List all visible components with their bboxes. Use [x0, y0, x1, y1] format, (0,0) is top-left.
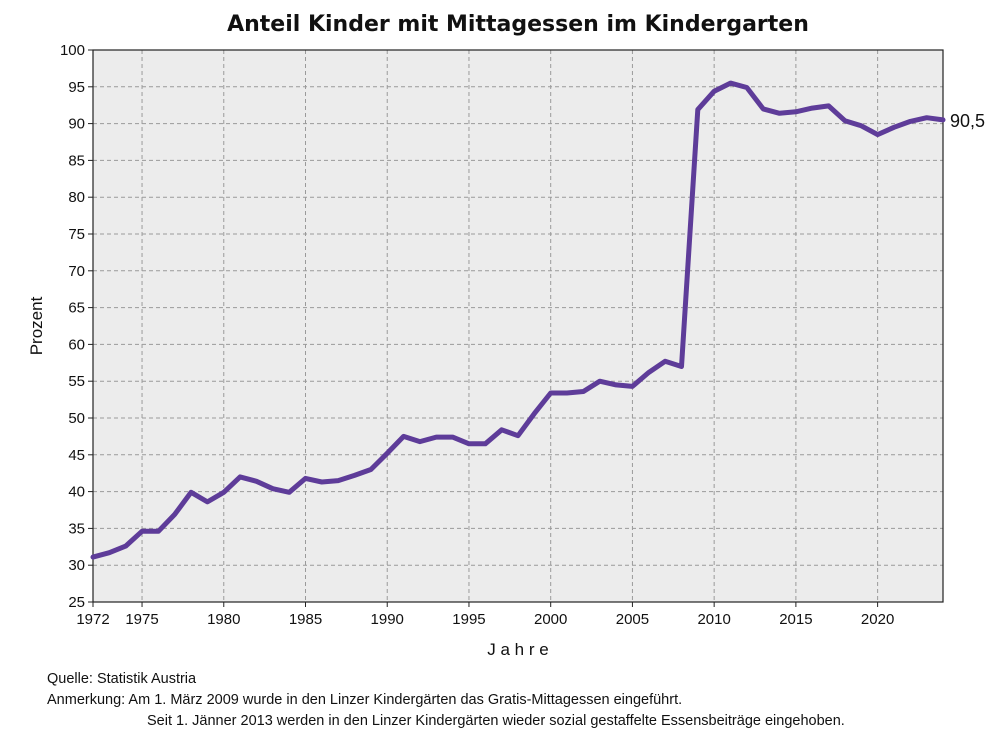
y-tick-label: 30: [68, 557, 85, 574]
y-tick-label: 60: [68, 336, 85, 353]
x-tick-label: 1995: [452, 611, 485, 628]
y-tick-label: 80: [68, 189, 85, 206]
footer-notes: Quelle: Statistik Austria Anmerkung: Am …: [47, 669, 845, 732]
end-value-label: 90,5: [950, 111, 985, 131]
series-line: [90, 80, 946, 560]
x-tick-label: 2000: [534, 611, 567, 628]
y-tick-label: 70: [68, 263, 85, 280]
x-tick-label: 2015: [779, 611, 812, 628]
x-tick-label: 1975: [125, 611, 158, 628]
y-tick-label: 65: [68, 300, 85, 317]
x-tick-label: 2010: [697, 611, 730, 628]
y-tick-label: 95: [68, 79, 85, 96]
y-tick-label: 100: [60, 42, 85, 59]
x-tick-label: 1985: [289, 611, 322, 628]
plot-frame: [92, 49, 944, 603]
y-tick-label: 40: [68, 484, 85, 501]
y-tick-label: 55: [68, 373, 85, 390]
y-tick-label: 50: [68, 410, 85, 427]
y-tick-label: 25: [68, 594, 85, 611]
x-tick-label: 2005: [616, 611, 649, 628]
x-tick-label: 1990: [371, 611, 404, 628]
x-tick-label: 1980: [207, 611, 240, 628]
annotation-label: Anmerkung:: [47, 692, 126, 708]
y-tick-label: 75: [68, 226, 85, 243]
y-tick-label: 45: [68, 447, 85, 464]
chart-title: Anteil Kinder mit Mittagessen im Kinderg…: [227, 12, 809, 37]
axis-ticks: 25 30 35 40 45 50 55 60 65 70 75 80 85 90 95 100 1972 197…: [60, 42, 894, 628]
y-tick-label: 85: [68, 152, 85, 169]
x-axis-label: J a h r e: [487, 640, 548, 659]
x-tick-label: 1972: [76, 611, 109, 628]
y-axis-label: Prozent: [27, 296, 46, 355]
series-layer: [90, 80, 946, 560]
annotation-note: Anmerkung: Am 1. März 2009 wurde in den …: [47, 690, 845, 711]
source-note: Quelle: Statistik Austria: [47, 671, 197, 687]
plot-area: [93, 50, 943, 602]
grid: [93, 50, 943, 602]
annotation-line-2: Seit 1. Jänner 2013 werden in den Linzer…: [147, 713, 845, 729]
y-tick-label: 35: [68, 520, 85, 537]
annotation-line-1: Am 1. März 2009 wurde in den Linzer Kind…: [128, 692, 683, 708]
y-tick-label: 90: [68, 116, 85, 133]
x-tick-label: 2020: [861, 611, 894, 628]
